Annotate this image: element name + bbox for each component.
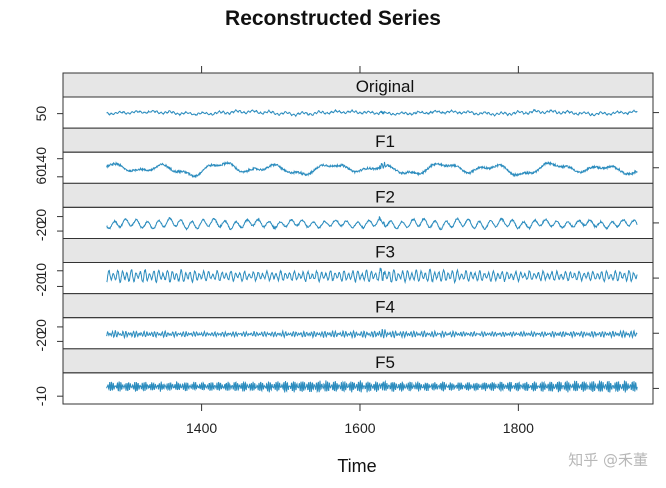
series-line-f4 <box>106 328 638 340</box>
strip-f4 <box>62 293 654 319</box>
y-tick-label-f2: 20 <box>33 209 49 225</box>
strip-label-f4: F4 <box>375 298 395 317</box>
y-tick-label-f1: 140 <box>33 147 49 171</box>
plot-area: Original50F160140F2-2020F3-2010F4-2020F5… <box>33 66 659 436</box>
series-line-f2 <box>106 216 638 231</box>
y-tick-label-f2: -20 <box>33 221 49 241</box>
y-tick-label-f4: -20 <box>33 331 49 351</box>
strip-label-f2: F2 <box>375 187 395 206</box>
strip-label-f3: F3 <box>375 243 395 262</box>
series-line-f3 <box>106 267 638 285</box>
watermark: 知乎 @禾董 <box>568 451 648 469</box>
strip-f5 <box>62 348 654 374</box>
strip-original <box>62 72 654 98</box>
series-line-f5 <box>106 379 638 394</box>
panel-frame-f2 <box>62 206 654 239</box>
strip-label-f5: F5 <box>375 353 395 372</box>
strip-label-f1: F1 <box>375 132 395 151</box>
series-line-f1 <box>106 160 638 179</box>
strip-label-original: Original <box>356 77 415 96</box>
x-axis-label: Time <box>337 456 376 476</box>
x-tick-label: 1600 <box>344 420 375 436</box>
y-tick-label-f4: 20 <box>33 319 49 335</box>
y-tick-label-f5: -10 <box>33 386 49 406</box>
chart-title: Reconstructed Series <box>225 7 441 30</box>
x-tick-label: 1800 <box>503 420 534 436</box>
series-line-original <box>106 108 638 118</box>
y-tick-label-f1: 60 <box>33 169 49 185</box>
y-tick-label-f3: 10 <box>33 263 49 279</box>
y-tick-label-original: 50 <box>33 106 49 122</box>
x-tick-label: 1400 <box>186 420 217 436</box>
strip-f3 <box>62 238 654 263</box>
strip-f1 <box>62 127 654 153</box>
strip-f2 <box>62 182 654 208</box>
y-tick-label-f3: -20 <box>33 276 49 296</box>
